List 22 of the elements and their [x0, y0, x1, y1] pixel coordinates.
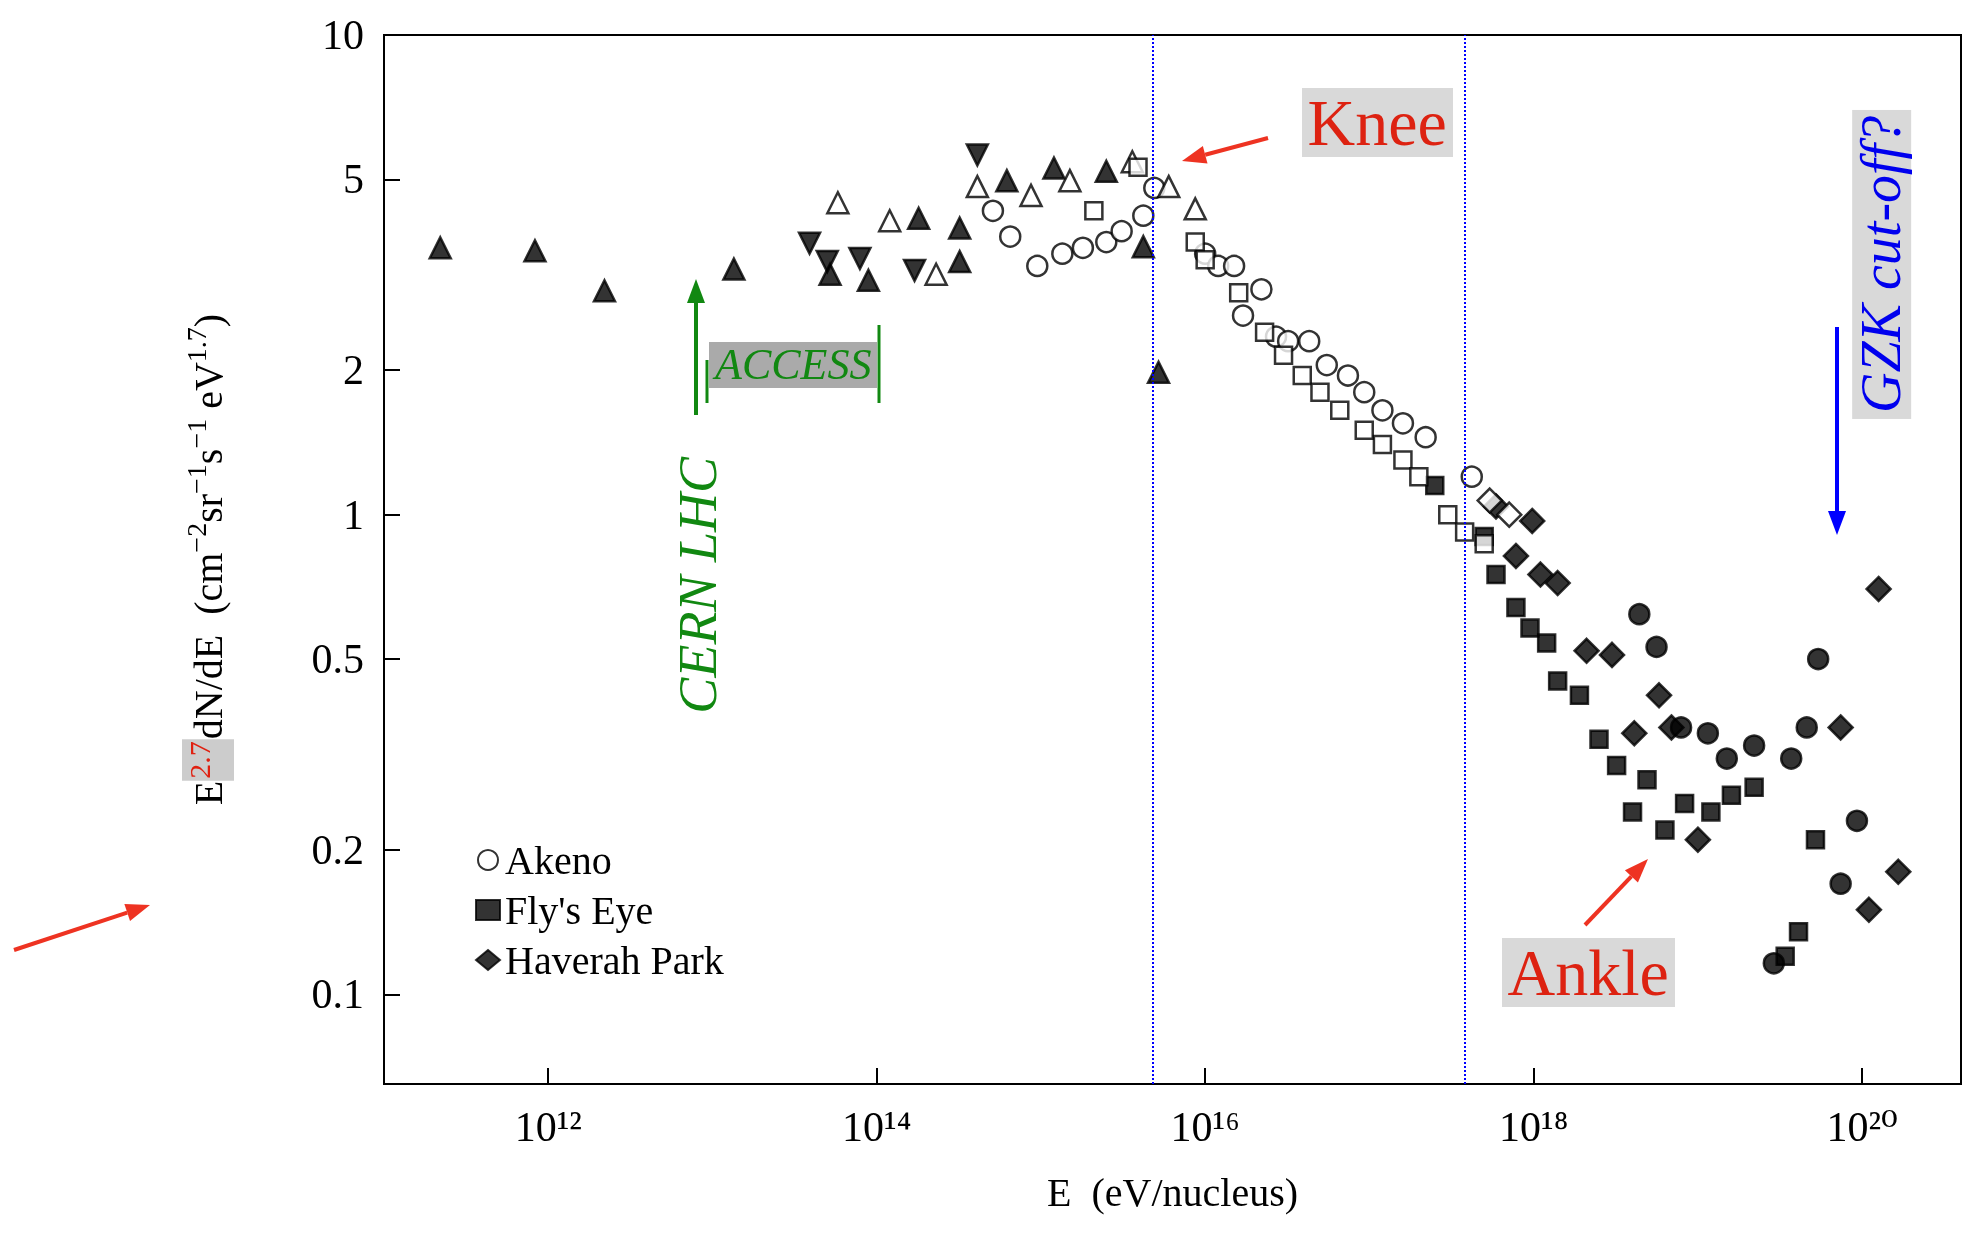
text: E2.7dN/dE (cm−2sr−1s−1 eV1.7) — [180, 313, 231, 806]
legend-label: Fly's Eye — [505, 887, 654, 933]
annotation: Ankle — [1501, 935, 1675, 1009]
x-tick-label: 10¹⁸ — [1499, 1104, 1569, 1150]
x-tick-label: 10¹⁴ — [842, 1104, 912, 1150]
y-tick-label: 0.1 — [311, 971, 364, 1018]
y-tick-label: 2 — [343, 347, 364, 394]
y-tick-label: 10 — [322, 12, 364, 58]
annotation: CERN LHC — [667, 455, 728, 716]
x-tick-label: 10²⁰ — [1826, 1104, 1898, 1150]
x-axis-title: E (eV/nucleus) — [1046, 1169, 1299, 1215]
y-tick-label: 5 — [343, 156, 364, 203]
annotation: ACCESS — [709, 340, 878, 389]
y-tick-label: 0.2 — [311, 826, 364, 873]
x-tick-label: 10¹⁶ — [1170, 1104, 1240, 1150]
legend-label: Haverah Park — [505, 937, 724, 983]
annotation: Knee — [1301, 85, 1453, 159]
y-tick-label: 0.5 — [311, 636, 364, 683]
x-tick-label: 10¹² — [514, 1104, 582, 1150]
annotation: GZK cut-off? — [1849, 109, 1912, 419]
legend-label: Akeno — [505, 837, 612, 883]
y-tick-label: 1 — [343, 491, 364, 538]
